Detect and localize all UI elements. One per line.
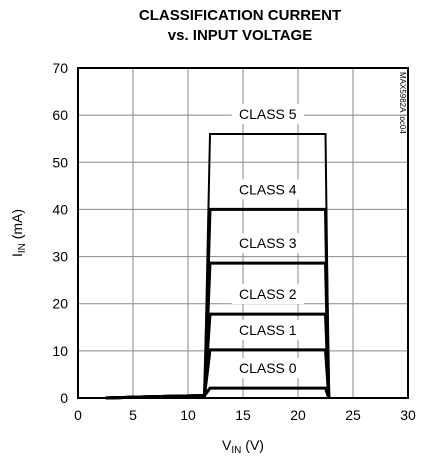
label-bg [231,179,304,200]
label-bg [231,358,304,379]
series-label: CLASS 1 [239,322,297,338]
x-tick-label: 20 [290,407,306,423]
series-label: CLASS 4 [239,181,297,197]
label-bg [231,319,304,340]
x-tick-label: 30 [400,407,416,423]
y-label-part: (mA) [9,209,25,243]
y-tick-label: 40 [52,201,68,217]
x-tick-label: 10 [180,407,196,423]
series-line [105,133,330,399]
chart-title: vs. INPUT VOLTAGE [168,27,312,44]
x-label-part: (V) [241,437,264,453]
label-bg [231,233,304,254]
side-note: MAX5982A toc04 [398,72,407,134]
series-label: CLASS 2 [239,286,297,302]
series-label: CLASS 0 [239,360,297,376]
y-tick-label: 20 [52,296,68,312]
label-bg [231,104,304,124]
y-tick-label: 30 [52,249,68,265]
y-tick-label: 10 [52,343,68,359]
x-axis-label: VIN (V) [222,437,264,456]
y-tick-label: 0 [60,390,68,406]
y-tick-label: 50 [52,154,68,170]
chart-title: CLASSIFICATION CURRENT [139,7,341,24]
series-label: CLASS 5 [239,106,297,122]
series-label: CLASS 3 [239,235,297,251]
x-tick-label: 25 [345,407,361,423]
y-label-part: I [9,253,25,257]
y-tick-label: 60 [52,107,68,123]
plot-frame [77,67,409,399]
x-tick-label: 15 [235,407,251,423]
x-tick-label: 0 [74,407,82,423]
x-label-part: V [222,437,232,453]
label-bg [231,284,304,305]
y-label-part: IN [17,243,28,253]
y-axis-label: IIN (mA) [9,209,28,257]
x-tick-label: 5 [129,407,137,423]
x-label-part: IN [231,445,241,456]
y-tick-label: 70 [52,60,68,76]
